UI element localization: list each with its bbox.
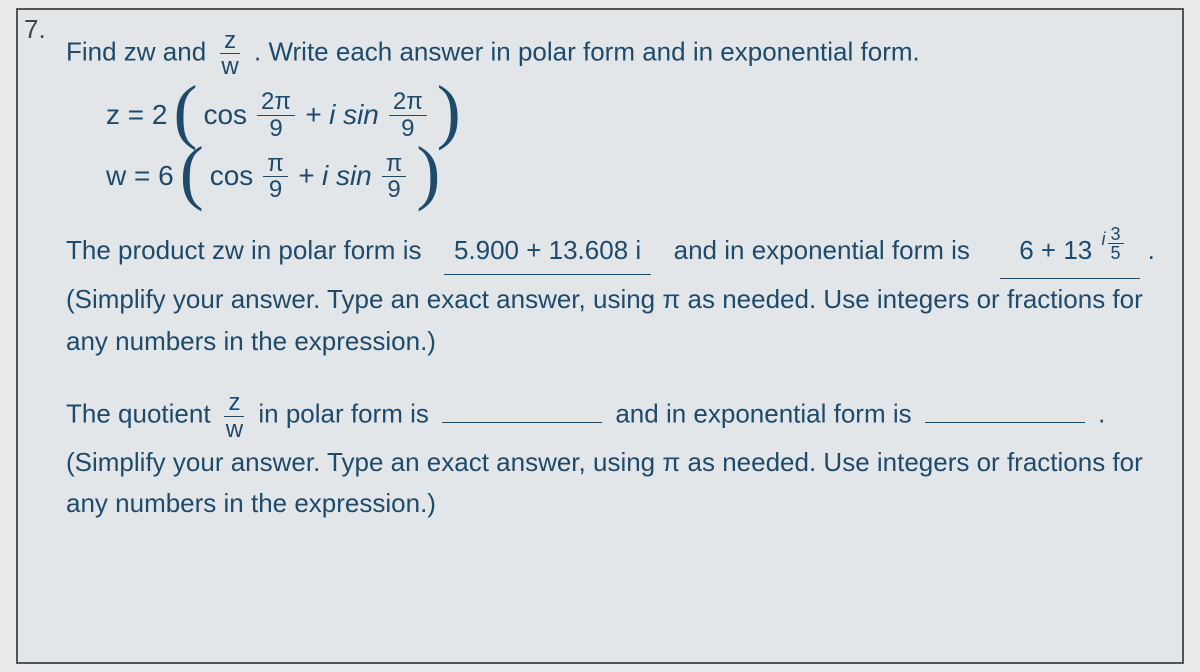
product-tail: .	[1148, 235, 1155, 265]
z-plus-isin: + i sin	[305, 99, 379, 131]
product-exp-value[interactable]: 6 + 13 i 3 5	[1000, 230, 1140, 279]
prompt-frac-den: w	[217, 54, 242, 79]
quotient-polar-input[interactable]	[442, 394, 602, 423]
product-mid: and in exponential form is	[674, 235, 970, 265]
quotient-mid2: and in exponential form is	[615, 399, 911, 429]
z-arg1: 2π 9	[257, 89, 295, 140]
product-pre: The product zw in polar form is	[66, 235, 421, 265]
w-equation: w = 6 ( cos π 9 + i sin π 9 )	[106, 151, 1156, 202]
quotient-mid1: in polar form is	[258, 399, 429, 429]
product-exp-frac: 3 5	[1108, 225, 1124, 262]
quotient-tail: .	[1098, 399, 1105, 429]
quotient-pre: The quotient	[66, 399, 211, 429]
question-card: 7. Find zw and z w . Write each answer i…	[16, 8, 1184, 664]
z-cos: cos	[203, 99, 247, 131]
prompt-tail: . Write each answer in polar form and in…	[254, 37, 920, 67]
quotient-frac: z w	[222, 390, 247, 441]
product-exp-base: 6 + 13	[1019, 235, 1092, 265]
w-plus-isin: + i sin	[298, 160, 372, 192]
quotient-exp-input[interactable]	[925, 394, 1085, 423]
question-number: 7.	[24, 14, 46, 45]
z-equation: z = 2 ( cos 2π 9 + i sin 2π 9 )	[106, 89, 1156, 140]
product-exp-i: i	[1102, 225, 1106, 254]
simplify-hint-1: (Simplify your answer. Type an exact ans…	[66, 279, 1156, 362]
prompt-fraction: z w	[217, 28, 242, 79]
product-polar-value[interactable]: 5.900 + 13.608 i	[444, 230, 651, 275]
w-arg1: π 9	[263, 151, 288, 202]
prompt-lead: Find zw and	[66, 37, 206, 67]
simplify-hint-2: (Simplify your answer. Type an exact ans…	[66, 442, 1156, 525]
z-lhs: z = 2	[106, 99, 167, 131]
w-arg2: π 9	[382, 151, 407, 202]
quotient-line: The quotient z w in polar form is and in…	[66, 390, 1156, 441]
prompt-line: Find zw and z w . Write each answer in p…	[66, 28, 1156, 79]
prompt-frac-num: z	[220, 28, 240, 54]
product-line: The product zw in polar form is 5.900 + …	[66, 230, 1156, 279]
w-cos: cos	[210, 160, 254, 192]
w-lhs: w = 6	[106, 160, 174, 192]
